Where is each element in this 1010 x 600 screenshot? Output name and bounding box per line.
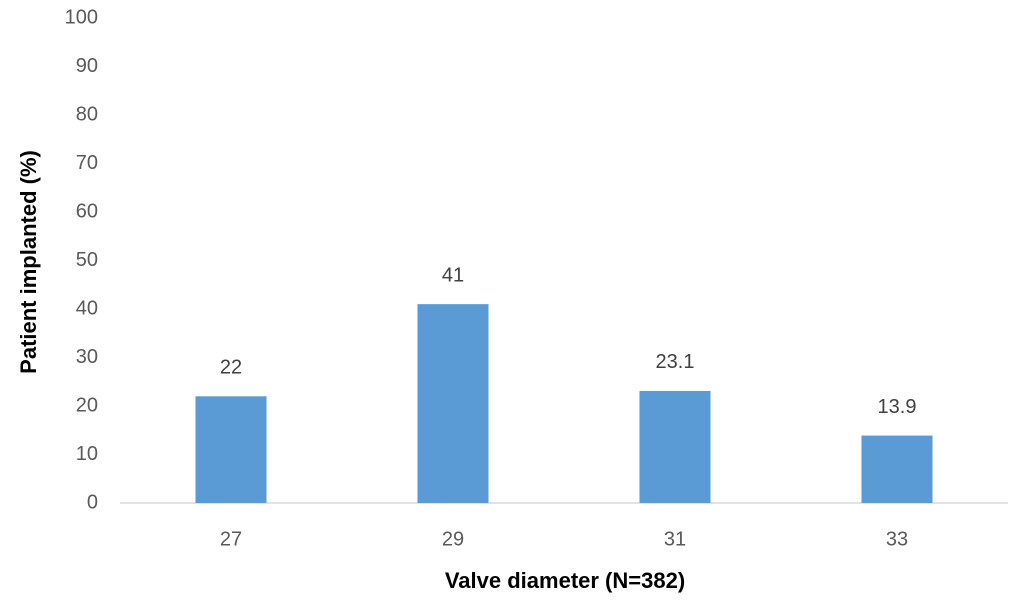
y-tick-label: 30: [76, 346, 98, 368]
bar: [861, 435, 933, 503]
y-tick-label: 80: [76, 103, 98, 125]
x-tick-label: 29: [442, 528, 464, 550]
value-label: 23.1: [656, 351, 695, 373]
x-tick-label: 27: [220, 528, 242, 550]
y-tick-label: 0: [87, 491, 98, 513]
y-axis-title: Patient implanted (%): [16, 150, 41, 374]
y-tick-label: 100: [65, 6, 98, 28]
bar: [639, 390, 711, 503]
value-label: 22: [220, 357, 242, 379]
y-tick-label: 90: [76, 55, 98, 77]
value-label: 41: [442, 264, 464, 286]
bar: [417, 304, 489, 503]
y-tick-label: 60: [76, 200, 98, 222]
x-axis-title: Valve diameter (N=382): [445, 568, 685, 593]
y-tick-label: 20: [76, 394, 98, 416]
y-tick-label: 50: [76, 249, 98, 271]
x-tick-label: 33: [886, 528, 908, 550]
y-tick-label: 40: [76, 297, 98, 319]
value-label: 13.9: [878, 396, 917, 418]
y-tick-label: 70: [76, 152, 98, 174]
y-tick-label: 10: [76, 443, 98, 465]
x-tick-label: 31: [664, 528, 686, 550]
bar: [195, 396, 267, 503]
